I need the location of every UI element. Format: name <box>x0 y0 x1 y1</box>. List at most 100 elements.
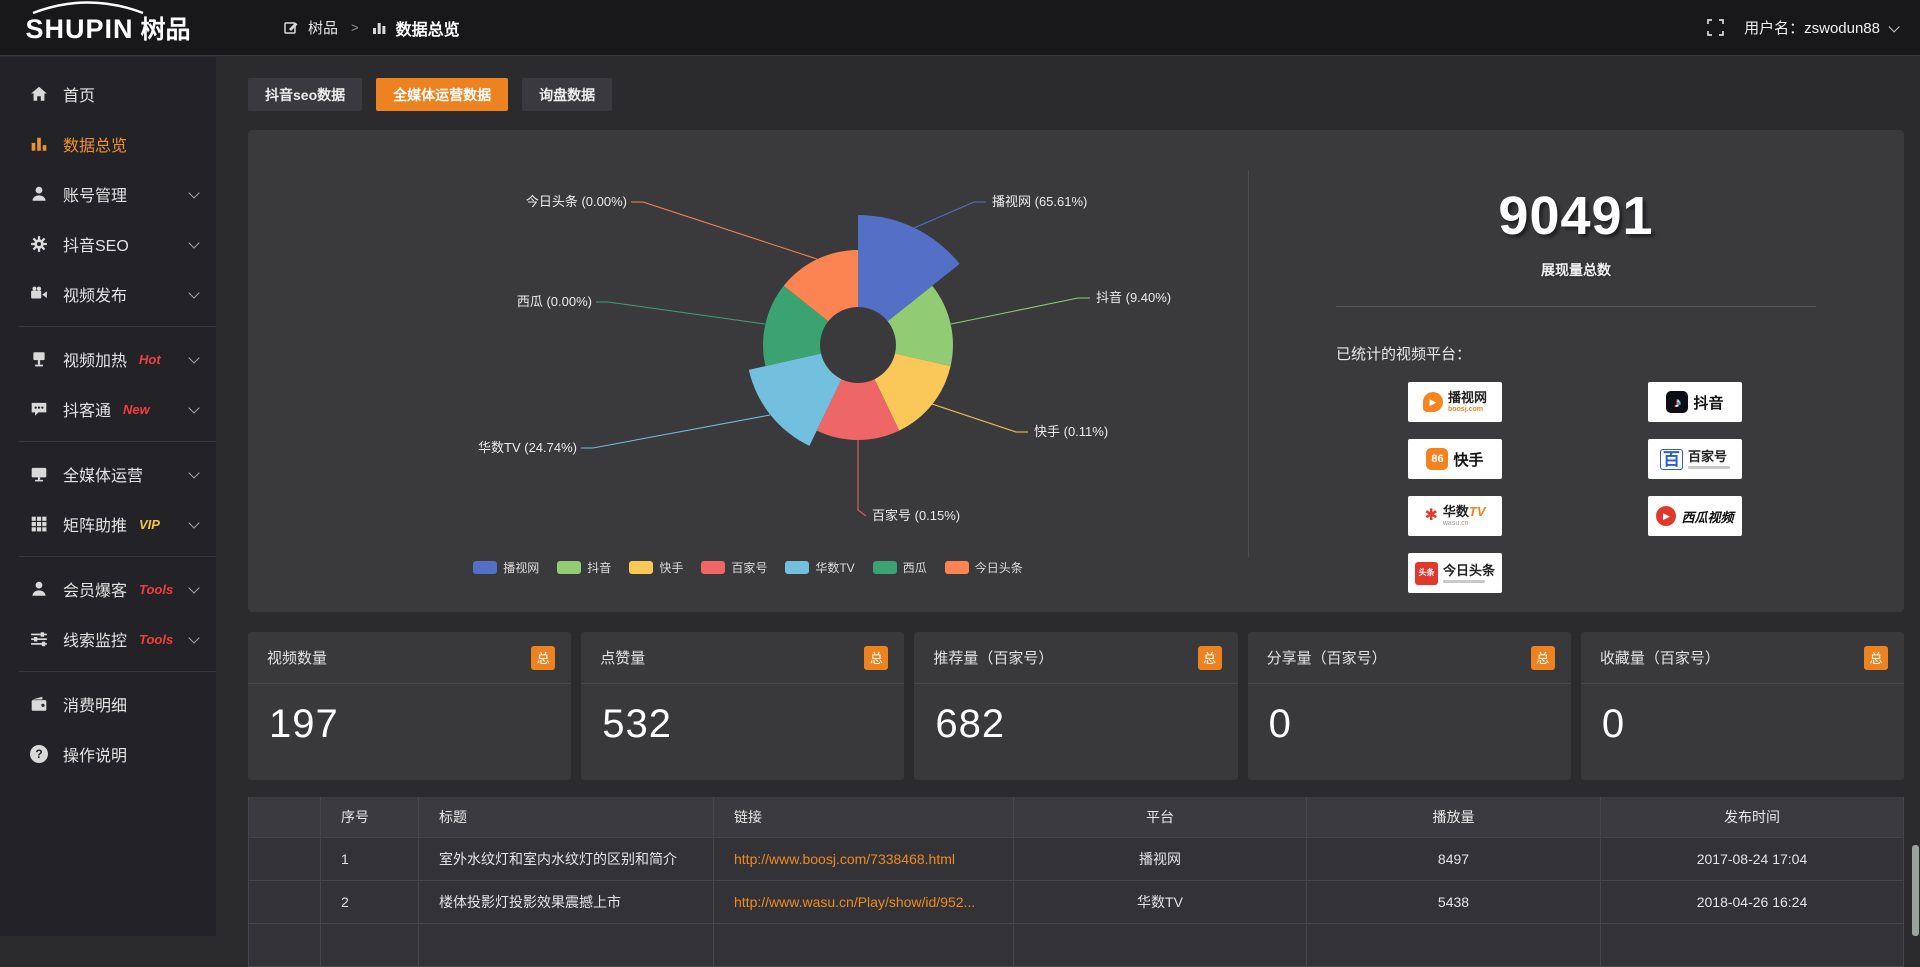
sidebar-item-video-publish[interactable]: 视频发布 <box>0 269 216 319</box>
sidebar-item-label: 视频发布 <box>63 282 127 306</box>
legend-swatch <box>629 561 653 574</box>
total-badge[interactable]: 总 <box>1198 646 1222 670</box>
cell-no: 2 <box>321 880 419 923</box>
chevron-down-icon <box>188 287 199 298</box>
pie-label-baijiahao: 百家号 (0.15%) <box>872 508 960 523</box>
chart-legend: 播视网 抖音 快手 百家号 华数TV 西瓜 今日头条 <box>248 559 1248 576</box>
cell-time: 2018-04-26 16:24 <box>1601 880 1904 923</box>
sidebar-item-spend-details[interactable]: 消费明细 <box>0 679 216 729</box>
breadcrumb-root[interactable]: 树品 <box>308 17 338 38</box>
sidebar-item-account[interactable]: 账号管理 <box>0 169 216 219</box>
cell-platform: 华数TV <box>1014 880 1307 923</box>
grid-icon <box>30 515 48 533</box>
fullscreen-icon[interactable] <box>1707 19 1724 36</box>
sidebar-item-label: 首页 <box>63 82 95 106</box>
cell-platform: 播视网 <box>1014 837 1307 880</box>
sidebar-item-matrix-boost[interactable]: 矩阵助推 VIP <box>0 499 216 549</box>
platform-subtext: wasu.cn <box>1443 520 1469 527</box>
cell-url-link[interactable]: http://www.boosj.com/7338468.html <box>734 851 955 867</box>
sidebar-item-label: 全媒体运营 <box>63 462 143 486</box>
sidebar-item-douyin-seo[interactable]: 抖音SEO <box>0 219 216 269</box>
cell-no: 1 <box>321 837 419 880</box>
platform-name: 百家号 <box>1688 450 1727 463</box>
sidebar-item-label: 矩阵助推 <box>63 512 127 536</box>
table-row: 2 楼体投影灯投影效果震撼上市 http://www.wasu.cn/Play/… <box>249 880 1904 923</box>
sidebar-item-label: 视频加热 <box>63 347 127 371</box>
platform-badge-toutiao: 头条 今日头条 <box>1408 553 1502 593</box>
label-line-toutiao <box>631 202 817 259</box>
legend-item-douyin[interactable]: 抖音 <box>557 559 611 576</box>
chat-bubble-icon <box>30 400 48 418</box>
sidebar-item-member-burst[interactable]: 会员爆客 Tools <box>0 564 216 614</box>
sidebar-item-home[interactable]: 首页 <box>0 69 216 119</box>
total-badge[interactable]: 总 <box>1864 646 1888 670</box>
vertical-scrollbar-thumb[interactable] <box>1912 845 1919 936</box>
platform-badge-xigua: ▶ 西瓜视频 <box>1648 496 1742 536</box>
legend-label: 百家号 <box>731 559 767 576</box>
overview-panel: 播视网 (65.61%) 抖音 (9.40%) 快手 (0.11%) 百家号 (… <box>248 130 1904 612</box>
platform-name: 今日头条 <box>1443 564 1495 577</box>
sidebar-divider <box>18 671 216 672</box>
legend-swatch <box>473 561 497 574</box>
chevron-down-icon <box>1888 21 1899 32</box>
sidebar-item-label: 数据总览 <box>63 132 127 156</box>
tab-inquiry-data[interactable]: 询盘数据 <box>522 78 612 111</box>
app-logo[interactable]: SHUPIN 树品 <box>0 10 216 46</box>
legend-item-boosj[interactable]: 播视网 <box>473 559 539 576</box>
label-line-douyin <box>951 298 1090 324</box>
sidebar: 首页 数据总览 账号管理 抖音SEO 视频发布 视频加热 Hot 抖客通 New… <box>0 57 216 936</box>
breadcrumb-current[interactable]: 数据总览 <box>396 16 460 40</box>
logo-arc-icon <box>27 1 149 14</box>
legend-label: 抖音 <box>587 559 611 576</box>
legend-label: 播视网 <box>503 559 539 576</box>
username-display[interactable]: 用户名：zswodun88 <box>1744 17 1896 38</box>
sidebar-item-label: 线索监控 <box>63 627 127 651</box>
tools-badge: Tools <box>139 632 173 647</box>
stat-card-recommends: 推荐量（百家号）总 682 <box>914 632 1237 780</box>
legend-label: 西瓜 <box>903 559 927 576</box>
breadcrumb-separator: > <box>351 20 359 35</box>
legend-item-baijiahao[interactable]: 百家号 <box>701 559 767 576</box>
stat-label: 视频数量 <box>267 647 327 668</box>
stat-card-likes: 点赞量总 532 <box>581 632 904 780</box>
sidebar-item-video-heat[interactable]: 视频加热 Hot <box>0 334 216 384</box>
platform-name-tv: TV <box>1469 504 1486 519</box>
stat-card-favorites: 收藏量（百家号）总 0 <box>1581 632 1904 780</box>
pie-label-toutiao: 今日头条 (0.00%) <box>526 194 627 209</box>
platform-subtext-bar <box>1688 466 1730 469</box>
legend-item-xigua[interactable]: 西瓜 <box>873 559 927 576</box>
cell-views: 8497 <box>1307 837 1601 880</box>
cell-title-link[interactable]: 室外水纹灯和室内水纹灯的区别和简介 <box>419 837 714 880</box>
chevron-down-icon <box>188 402 199 413</box>
legend-item-toutiao[interactable]: 今日头条 <box>945 559 1023 576</box>
chevron-down-icon <box>188 632 199 643</box>
sidebar-item-lead-monitor[interactable]: 线索监控 Tools <box>0 614 216 664</box>
tab-omnimedia-data[interactable]: 全媒体运营数据 <box>376 78 508 111</box>
total-badge[interactable]: 总 <box>864 646 888 670</box>
column-header-no: 序号 <box>321 797 419 837</box>
cell-title-link[interactable]: 楼体投影灯投影效果震撼上市 <box>419 880 714 923</box>
monitor-icon <box>30 465 48 483</box>
total-badge[interactable]: 总 <box>531 646 555 670</box>
legend-item-kuaishou[interactable]: 快手 <box>629 559 683 576</box>
sidebar-item-data-overview[interactable]: 数据总览 <box>0 119 216 169</box>
legend-item-wasu[interactable]: 华数TV <box>785 559 854 576</box>
total-badge[interactable]: 总 <box>1531 646 1555 670</box>
stat-card-video-count: 视频数量总 197 <box>248 632 571 780</box>
sidebar-item-omnimedia[interactable]: 全媒体运营 <box>0 449 216 499</box>
chevron-down-icon <box>188 187 199 198</box>
sidebar-item-doukutong[interactable]: 抖客通 New <box>0 384 216 434</box>
tab-douyin-seo-data[interactable]: 抖音seo数据 <box>248 78 362 111</box>
legend-swatch <box>557 561 581 574</box>
stat-label: 推荐量（百家号） <box>933 647 1053 668</box>
table-row-clipped <box>249 923 1904 966</box>
hot-badge: Hot <box>139 352 161 367</box>
sidebar-item-help[interactable]: ? 操作说明 <box>0 729 216 779</box>
douyin-logo-icon: ♪ <box>1666 391 1688 413</box>
rose-pie-chart: 播视网 (65.61%) 抖音 (9.40%) 快手 (0.11%) 百家号 (… <box>248 130 1248 612</box>
legend-label: 快手 <box>659 559 683 576</box>
stat-card-shares: 分享量（百家号）总 0 <box>1248 632 1571 780</box>
cell-url-link[interactable]: http://www.wasu.cn/Play/show/id/952... <box>734 894 975 910</box>
logo-text-en: SHUPIN <box>25 14 133 45</box>
